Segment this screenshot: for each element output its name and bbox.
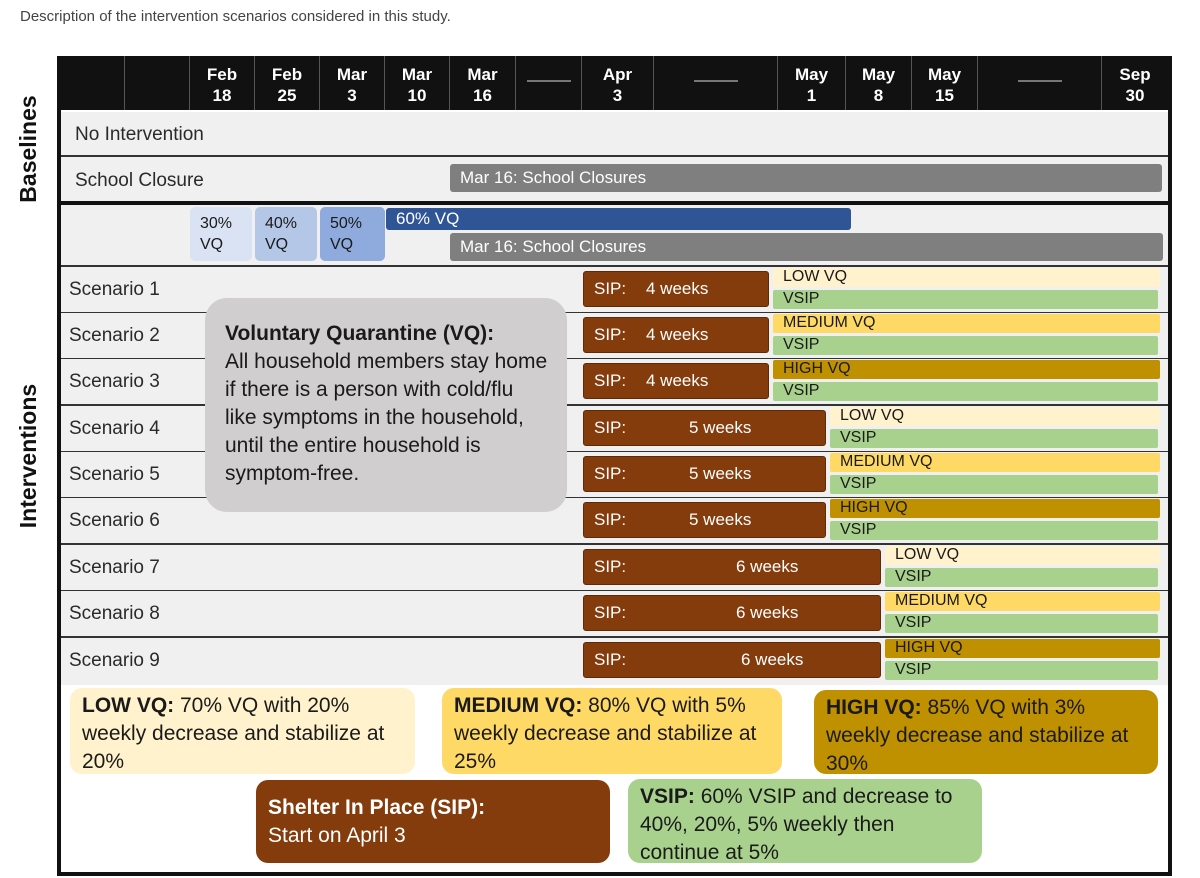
sip-label: SIP: [594, 325, 627, 344]
scenario-label: Scenario 8 [69, 603, 160, 624]
sip-label: SIP: [594, 557, 627, 576]
scenario-label: Scenario 1 [69, 279, 160, 300]
vq-level-bar: MEDIUM VQ [830, 453, 1160, 472]
date-header-sep-30: Sep 30 [1102, 56, 1168, 110]
sip-bar: SIP: 5 weeks [583, 502, 826, 538]
sip-bar: SIP: 4 weeks [583, 271, 769, 307]
date-header-may-8: May 8 [846, 56, 912, 110]
date-header-may-1: May 1 [778, 56, 846, 110]
sip-bar: SIP: 5 weeks [583, 410, 826, 446]
sip-bar: SIP: 4 weeks [583, 363, 769, 399]
header-empty-cell [125, 56, 190, 110]
vq-level-bar: MEDIUM VQ [885, 592, 1160, 611]
vsip-bar: VSIP [830, 521, 1158, 540]
section-title-baselines: Baselines [15, 95, 41, 203]
sip-bar: SIP: 5 weeks [583, 456, 826, 492]
sip-label: SIP: [594, 464, 627, 483]
row-label-no-intervention: No Intervention [75, 124, 204, 145]
sip-bar: SIP: 4 weeks [583, 317, 769, 353]
legend-low-vq: LOW VQ: 70% VQ with 20% weekly decrease … [70, 688, 415, 774]
figure-caption: Description of the intervention scenario… [20, 8, 451, 25]
sip-duration: 6 weeks [736, 557, 799, 576]
vq-callout-title: Voluntary Quarantine (VQ): [225, 322, 495, 345]
date-header-feb-25: Feb 25 [255, 56, 320, 110]
date-header-feb-18: Feb 18 [190, 56, 255, 110]
vq-callout: Voluntary Quarantine (VQ): All household… [205, 298, 567, 512]
vsip-bar: VSIP [830, 429, 1158, 448]
sip-label: SIP: [594, 603, 627, 622]
row-label-school-closure: School Closure [75, 170, 204, 191]
school-closures-bar: Mar 16: School Closures [450, 233, 1163, 261]
section-title-interventions: Interventions [15, 383, 41, 529]
legend-high-vq: HIGH VQ: 85% VQ with 3% weekly decrease … [814, 690, 1158, 775]
scenario-label: Scenario 2 [69, 325, 160, 346]
sip-label: SIP: [594, 650, 627, 669]
date-header-mar-16: Mar 16 [450, 56, 516, 110]
legend-medium-vq: MEDIUM VQ: 80% VQ with 5% weekly decreas… [442, 688, 782, 774]
vq-30-box: 30% VQ [190, 207, 252, 261]
date-header-mar-10: Mar 10 [385, 56, 450, 110]
vq-level-bar: HIGH VQ [885, 639, 1160, 658]
scenario-label: Scenario 4 [69, 418, 160, 439]
vq-60-bar: 60% VQ [386, 208, 851, 230]
sip-bar: SIP: 6 weeks [583, 549, 881, 585]
sip-duration: 4 weeks [646, 325, 709, 344]
sip-label: SIP: [594, 418, 627, 437]
sip-duration: 5 weeks [689, 418, 752, 437]
date-gap-ellipsis [516, 56, 582, 110]
sip-label: SIP: [594, 279, 627, 298]
vsip-bar: VSIP [773, 382, 1158, 401]
sip-bar: SIP: 6 weeks [583, 595, 881, 631]
scenario-label: Scenario 7 [69, 557, 160, 578]
scenario-label: Scenario 9 [69, 650, 160, 671]
scenario-label: Scenario 5 [69, 464, 160, 485]
vsip-bar: VSIP [885, 614, 1158, 633]
vsip-bar: VSIP [885, 661, 1158, 680]
legend-vsip: VSIP: 60% VSIP and decrease to 40%, 20%,… [628, 779, 982, 864]
sip-label: SIP: [594, 510, 627, 529]
sip-label: SIP: [594, 371, 627, 390]
vq-level-bar: LOW VQ [773, 268, 1160, 287]
sip-bar: SIP: 6 weeks [583, 642, 881, 678]
sip-duration: 5 weeks [689, 510, 752, 529]
vq-level-bar: MEDIUM VQ [773, 314, 1160, 333]
vq-40-box: 40% VQ [255, 207, 317, 261]
date-gap-ellipsis [978, 56, 1102, 110]
school-closure-bar: Mar 16: School Closures [450, 164, 1162, 192]
vsip-bar: VSIP [830, 475, 1158, 494]
vsip-bar: VSIP [885, 568, 1158, 587]
vq-callout-body: All household members stay home if there… [225, 350, 548, 485]
vq-50-box: 50% VQ [320, 207, 385, 261]
sip-duration: 4 weeks [646, 279, 709, 298]
sip-duration: 4 weeks [646, 371, 709, 390]
scenario-label: Scenario 6 [69, 510, 160, 531]
sip-duration: 6 weeks [741, 650, 804, 669]
date-header-may-15: May 15 [912, 56, 978, 110]
legend-sip: Shelter In Place (SIP): Start on April 3 [256, 780, 610, 863]
vsip-bar: VSIP [773, 336, 1158, 355]
vsip-bar: VSIP [773, 290, 1158, 309]
date-header-apr-3: Apr 3 [582, 56, 654, 110]
vq-level-bar: LOW VQ [885, 546, 1160, 565]
sip-duration: 5 weeks [689, 464, 752, 483]
scenario-label: Scenario 3 [69, 371, 160, 392]
section-divider [57, 201, 1172, 205]
header-empty-cell [61, 56, 125, 110]
vq-level-bar: HIGH VQ [773, 360, 1160, 379]
vq-level-bar: HIGH VQ [830, 499, 1160, 518]
date-header-mar-3: Mar 3 [320, 56, 385, 110]
vq-level-bar: LOW VQ [830, 407, 1160, 426]
baseline-row [61, 112, 1168, 157]
date-gap-ellipsis [654, 56, 778, 110]
sip-duration: 6 weeks [736, 603, 799, 622]
